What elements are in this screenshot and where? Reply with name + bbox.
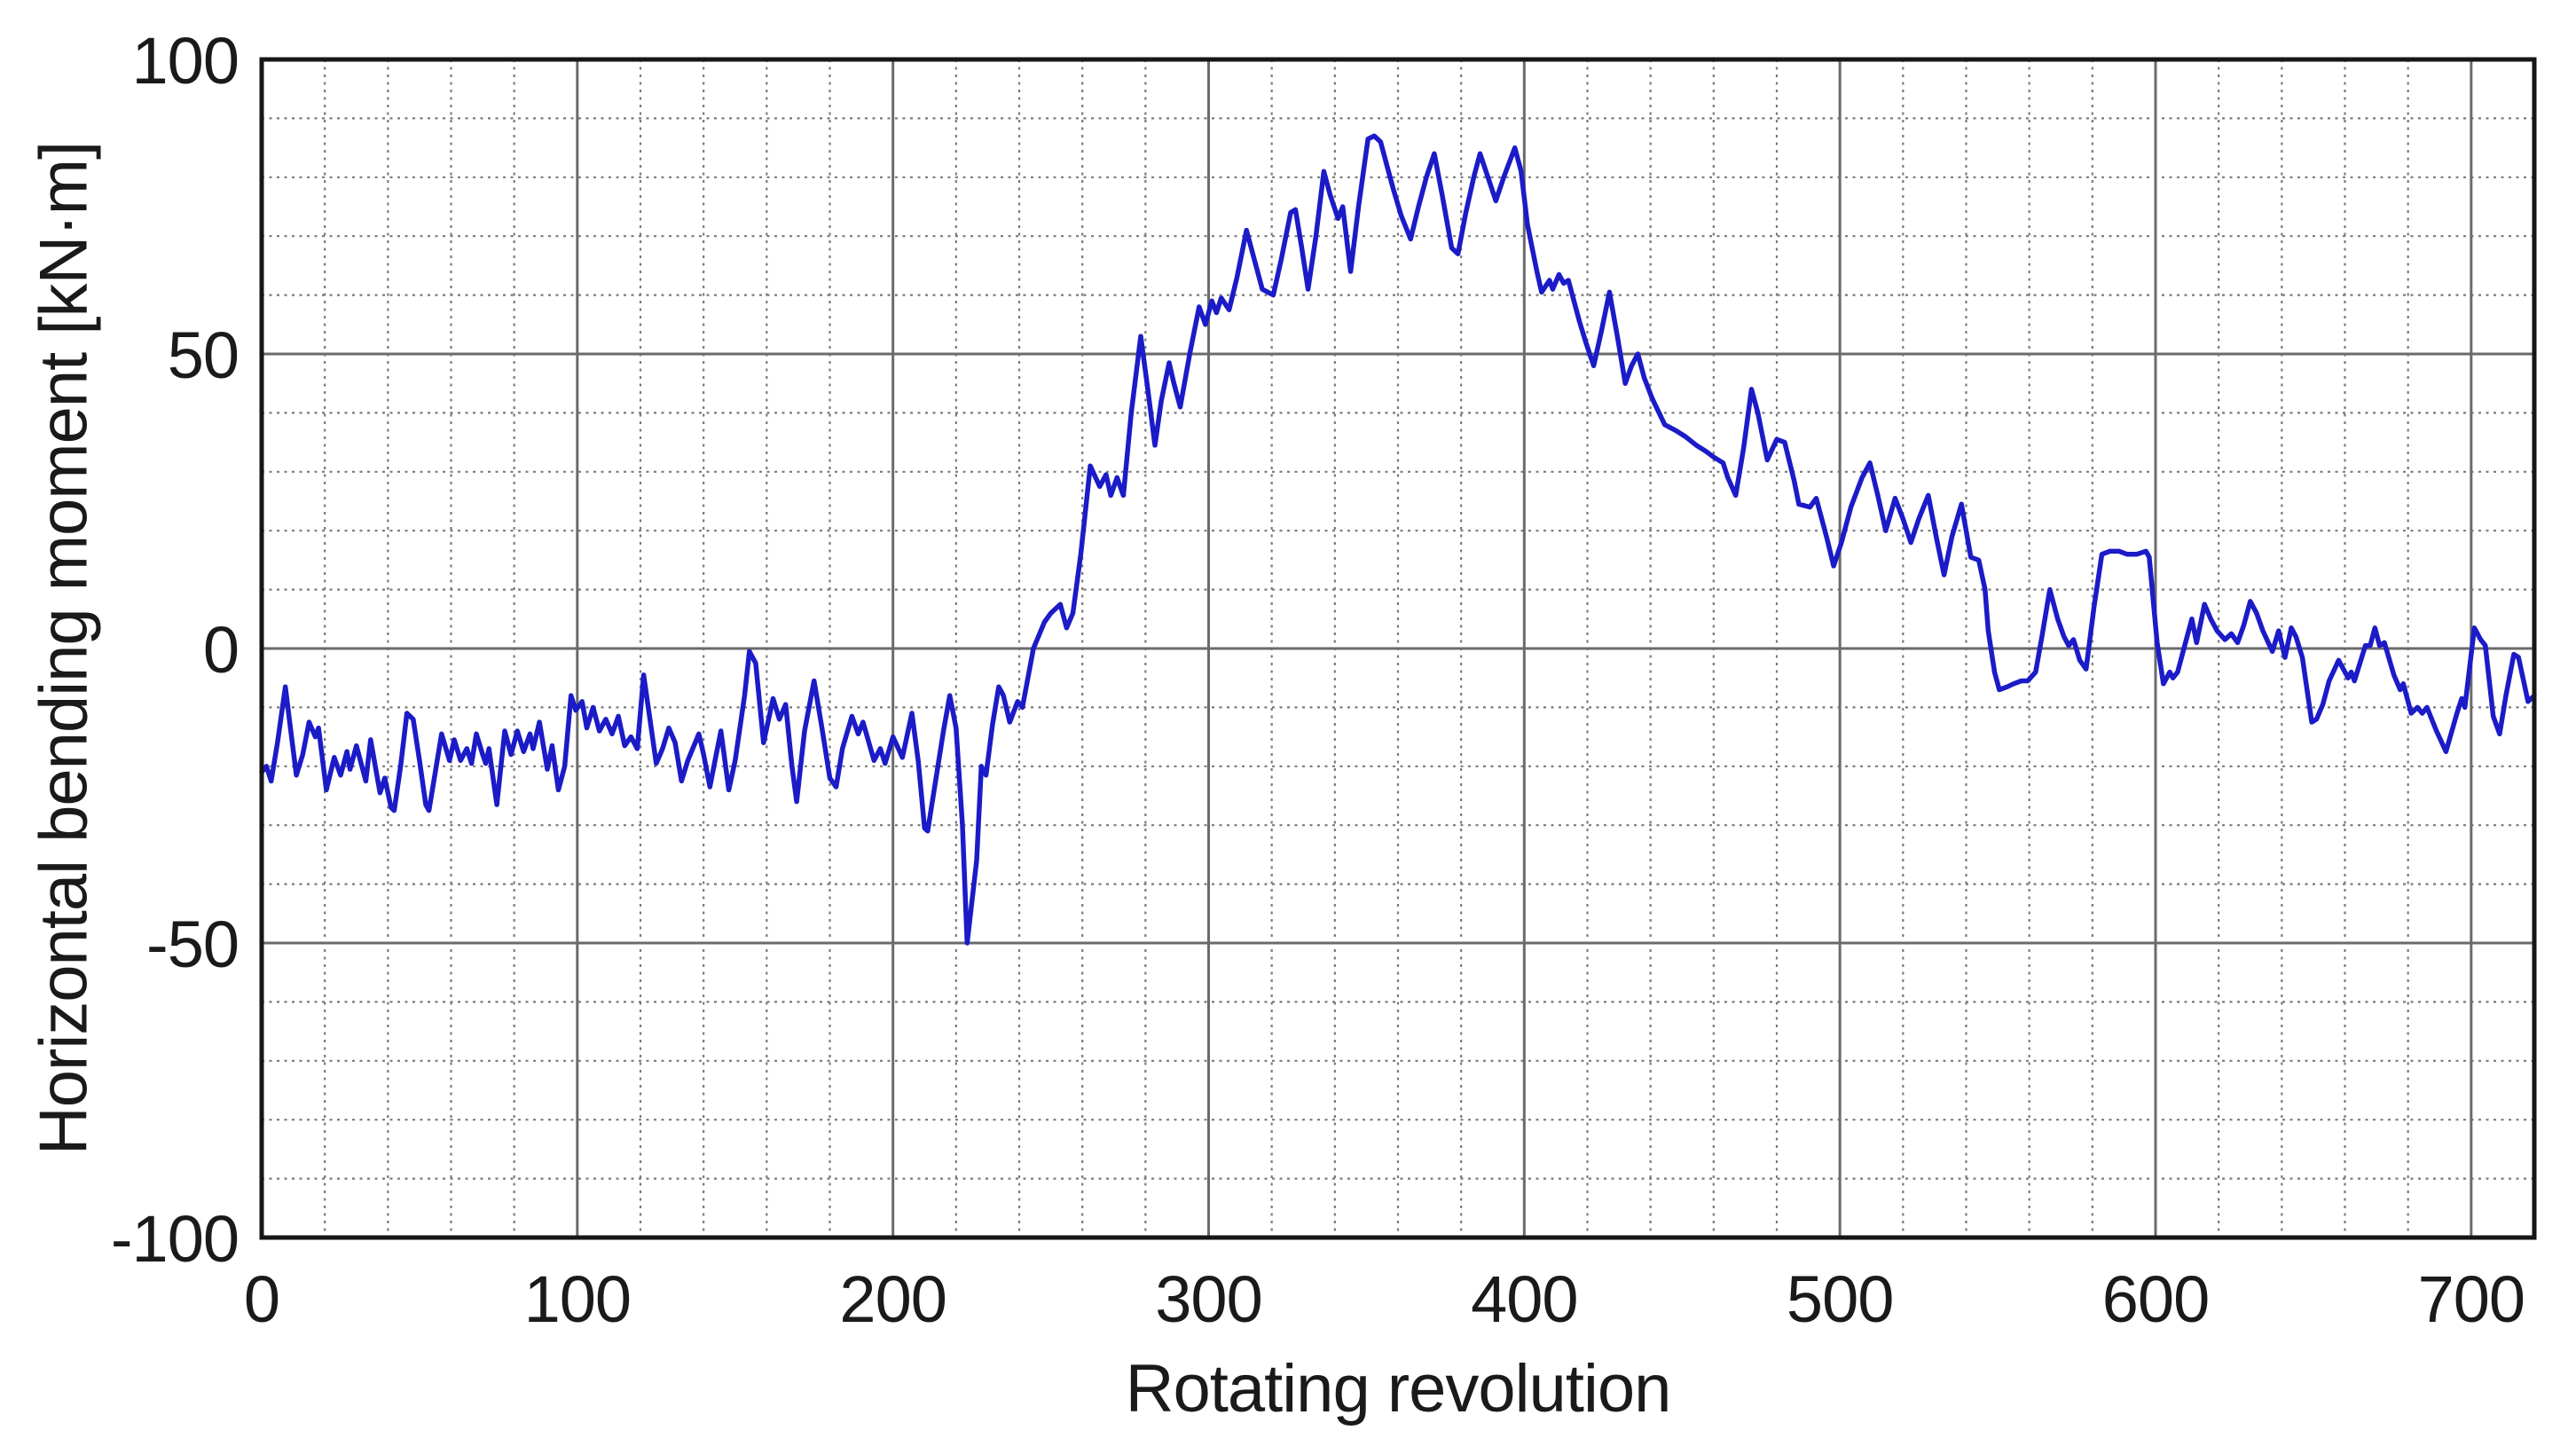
- axes-box: [259, 57, 2537, 1240]
- y-tick-label: 100: [132, 24, 239, 98]
- x-tick-label: 400: [1471, 1262, 1577, 1336]
- x-tick-label: 0: [244, 1262, 279, 1336]
- y-axis-label: Horizontal bending moment [kN·m]: [26, 141, 102, 1156]
- x-axis-label: Rotating revolution: [1125, 1351, 1672, 1426]
- data-line: [259, 133, 2537, 946]
- y-tick-label: -100: [111, 1202, 239, 1276]
- x-tick-label: 500: [1787, 1262, 1893, 1336]
- x-tick-label: 300: [1155, 1262, 1261, 1336]
- y-tick-label: 50: [168, 318, 239, 392]
- x-tick-label: 600: [2102, 1262, 2209, 1336]
- y-tick-label: 0: [203, 613, 239, 687]
- x-tick-label: 200: [839, 1262, 946, 1336]
- x-tick-label: 700: [2418, 1262, 2525, 1336]
- x-tick-label: 100: [524, 1262, 631, 1336]
- y-tick-label: -50: [146, 908, 239, 981]
